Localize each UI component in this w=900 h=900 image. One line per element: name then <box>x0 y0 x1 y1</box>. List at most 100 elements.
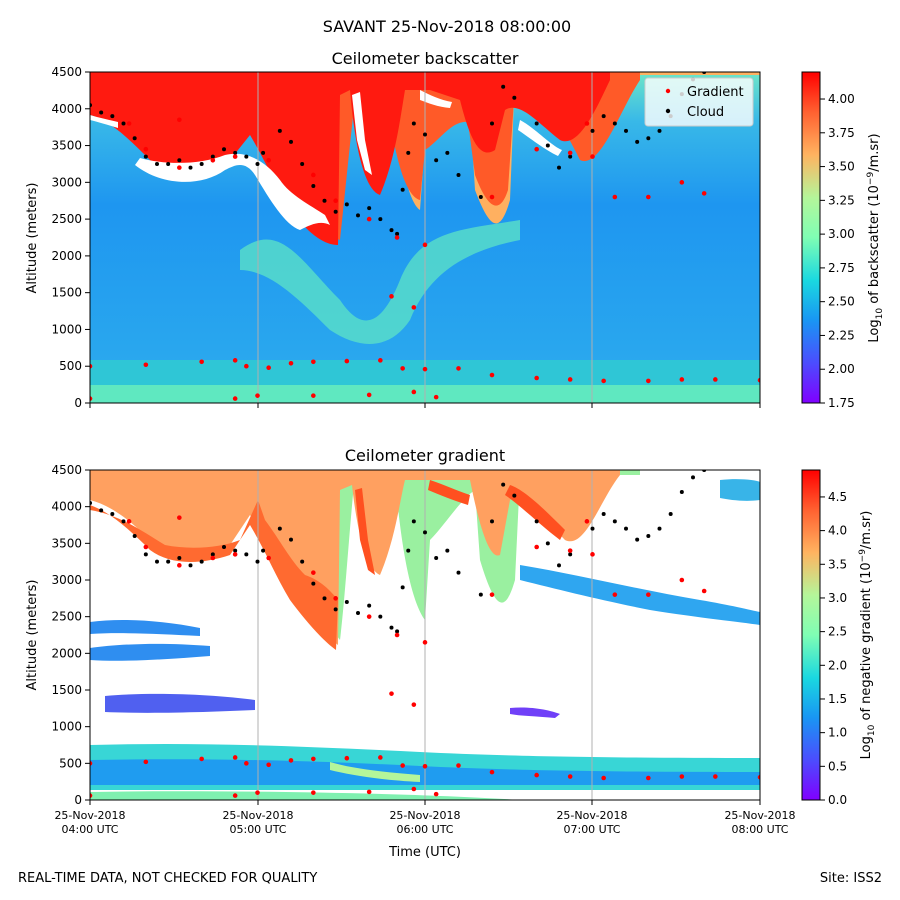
gradient-point <box>143 146 149 152</box>
cloud-point <box>244 552 249 557</box>
colorbar-tick-label: 4.5 <box>828 490 847 504</box>
cloud-point <box>255 559 260 564</box>
gradient-point <box>411 389 417 395</box>
gradient-point <box>288 758 294 763</box>
gradient-point <box>143 759 149 765</box>
gradient-point <box>333 198 338 204</box>
gradient-point <box>646 378 651 384</box>
cloud-point <box>132 534 137 538</box>
cloud-point <box>367 603 372 608</box>
gradient-point <box>90 761 93 766</box>
cloud-point <box>635 537 640 542</box>
x-tick-label-0600-date: 25-Nov-2018 <box>389 809 460 822</box>
x-tick-label-0700-time: 07:00 UTC <box>563 823 620 836</box>
gradient-point <box>126 519 132 524</box>
cloud-point <box>322 596 327 601</box>
backscatter-colorbar-label: Log10 of backscatter (10−9/m.sr) <box>866 133 885 342</box>
gradient-point <box>232 358 238 363</box>
colorbar-tick-label: 2.5 <box>828 625 847 639</box>
gradient-point <box>378 755 383 760</box>
cloud-point <box>261 150 266 155</box>
cloud-point <box>590 526 595 531</box>
gradient-point <box>456 366 461 371</box>
cloud-point <box>143 154 148 159</box>
cloud-point <box>300 161 305 166</box>
gradient-point <box>366 614 372 619</box>
y-tick-label: 4000 <box>51 102 82 116</box>
gradient-point <box>534 544 539 550</box>
backscatter-title: Ceilometer backscatter <box>332 49 519 68</box>
gradient-point <box>422 763 428 769</box>
colorbar-tick-label: 0.5 <box>828 759 847 773</box>
cloud-point <box>406 150 411 155</box>
cloud-point <box>199 559 204 564</box>
x-tick-label-0600-time: 06:00 UTC <box>396 823 453 836</box>
cloud-point <box>121 121 126 126</box>
gradient-point <box>366 789 372 795</box>
cloud-point <box>646 534 651 538</box>
cloud-point <box>255 161 260 166</box>
gradient-point <box>757 377 760 383</box>
gradient-point <box>394 235 400 240</box>
cloud-point <box>289 139 293 144</box>
y-tick-label: 2000 <box>51 646 82 660</box>
cloud-point <box>188 563 193 568</box>
cloud-point <box>568 154 573 159</box>
gradient-point <box>422 640 428 645</box>
cloud-point <box>222 147 226 152</box>
cloud-point <box>512 493 517 498</box>
cloud-point <box>356 611 360 615</box>
colorbar-tick-label: 4.00 <box>828 92 855 106</box>
gradient-title: Ceilometer gradient <box>345 446 505 465</box>
cloud-point <box>691 475 695 480</box>
gradient-point <box>333 596 338 601</box>
gradient-point <box>489 372 495 378</box>
gradient-point <box>177 563 182 568</box>
gradient-point <box>612 194 618 200</box>
gradient-point <box>232 552 238 557</box>
cloud-point <box>545 541 550 546</box>
gradient-point <box>344 755 350 761</box>
backscatter-ylabel: Altitude (meters) <box>25 183 40 294</box>
backscatter-x-ticks <box>89 403 761 408</box>
y-tick-label: 3500 <box>51 536 82 550</box>
y-tick-label: 4500 <box>51 463 82 477</box>
gradient-point <box>590 154 595 159</box>
gradient-colorbar: 0.0 0.5 1.0 1.5 2.0 2.5 3.0 3.5 4.0 4.5 Log10 of … <box>801 469 877 807</box>
gradient-point <box>255 393 260 398</box>
cloud-point <box>534 519 539 524</box>
gradient-point <box>126 121 132 126</box>
colorbar-tick-label: 3.50 <box>828 160 855 174</box>
figure-suptitle: SAVANT 25-Nov-2018 08:00:00 <box>323 17 571 36</box>
cloud-point <box>311 581 316 586</box>
cloud-point <box>501 482 506 487</box>
gradient-point <box>266 762 271 768</box>
cloud-point <box>635 139 640 144</box>
legend-cloud-label: Cloud <box>687 105 724 120</box>
gradient-point <box>177 165 182 170</box>
cloud-point <box>222 545 226 549</box>
gradient-point <box>701 191 707 196</box>
gradient-point <box>646 775 651 781</box>
gradient-point <box>534 772 539 778</box>
colorbar-tick-label: 4.0 <box>828 524 847 538</box>
cloud-point <box>490 121 494 126</box>
gradient-point <box>422 242 428 248</box>
y-tick-label: 3500 <box>51 139 82 153</box>
cloud-point <box>557 563 561 568</box>
cloud-point <box>166 161 171 166</box>
colorbar-tick-label: 3.5 <box>828 557 847 571</box>
cloud-point <box>646 136 651 141</box>
cloud-point <box>210 552 215 557</box>
x-tick-label-0700-date: 25-Nov-2018 <box>556 809 627 822</box>
gradient-point <box>456 763 461 768</box>
gradient-point <box>232 793 238 798</box>
cloud-point <box>155 559 159 564</box>
gradient-point <box>433 791 439 797</box>
colorbar-tick-label: 3.00 <box>828 227 855 241</box>
x-tick-label-0800-date: 25-Nov-2018 <box>724 809 795 822</box>
gradient-point <box>567 548 573 553</box>
backscatter-panel: Ceilometer backscatter <box>25 49 885 410</box>
legend-gradient-label: Gradient <box>687 85 744 100</box>
cloud-point <box>244 154 249 159</box>
